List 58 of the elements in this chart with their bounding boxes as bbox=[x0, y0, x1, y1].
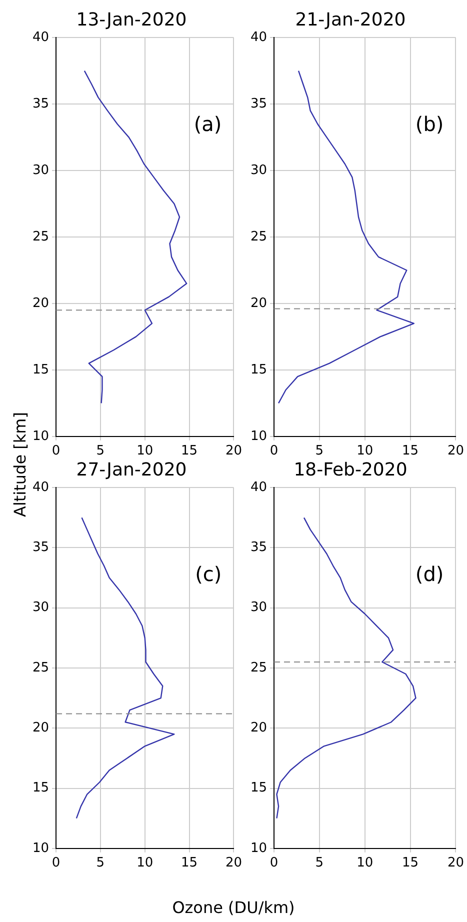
y-tick-label: 30 bbox=[250, 600, 267, 616]
x-tick-label: 20 bbox=[447, 444, 464, 459]
x-tick-label: 0 bbox=[52, 856, 60, 871]
x-tick-label: 0 bbox=[270, 856, 278, 871]
x-tick-label: 15 bbox=[402, 856, 419, 871]
y-tick-label: 10 bbox=[250, 840, 267, 856]
x-tick-label: 10 bbox=[356, 444, 374, 459]
chart-title: 18-Feb-2020 bbox=[294, 459, 408, 480]
x-tick-label: 5 bbox=[96, 856, 105, 871]
x-tick-label: 15 bbox=[181, 856, 198, 871]
x-tick-label: 0 bbox=[270, 444, 278, 459]
annotation: (b) bbox=[415, 112, 444, 136]
chart-title: 21-Jan-2020 bbox=[295, 9, 406, 30]
y-tick-label: 10 bbox=[32, 840, 49, 856]
annotation: (a) bbox=[194, 112, 222, 136]
x-tick-label: 15 bbox=[181, 444, 198, 459]
y-tick-label: 40 bbox=[32, 480, 49, 495]
x-tick-label: 20 bbox=[225, 856, 242, 871]
x-tick-label: 5 bbox=[96, 444, 105, 459]
annotation: (d) bbox=[415, 562, 444, 586]
y-tick-label: 25 bbox=[32, 660, 49, 676]
y-tick-label: 25 bbox=[250, 660, 267, 676]
y-tick-label: 35 bbox=[250, 96, 267, 112]
y-tick-label: 25 bbox=[32, 229, 49, 244]
chart-title: 27-Jan-2020 bbox=[76, 459, 187, 480]
x-tick-label: 10 bbox=[136, 856, 154, 871]
y-tick-label: 15 bbox=[250, 362, 267, 378]
y-tick-label: 40 bbox=[32, 30, 49, 45]
y-tick-label: 10 bbox=[32, 428, 49, 444]
x-tick-label: 20 bbox=[447, 856, 464, 871]
y-tick-label: 35 bbox=[32, 96, 49, 112]
y-tick-label: 20 bbox=[250, 296, 267, 311]
x-tick-label: 5 bbox=[315, 444, 324, 459]
chart-title: 13-Jan-2020 bbox=[76, 9, 187, 30]
y-tick-label: 40 bbox=[250, 480, 267, 495]
y-tick-label: 10 bbox=[250, 428, 267, 444]
x-tick-label: 15 bbox=[402, 444, 419, 459]
y-tick-label: 15 bbox=[250, 780, 267, 796]
y-tick-label: 20 bbox=[32, 720, 49, 736]
y-tick-label: 35 bbox=[32, 540, 49, 556]
y-tick-label: 40 bbox=[250, 30, 267, 45]
x-tick-label: 5 bbox=[315, 856, 324, 871]
y-tick-label: 20 bbox=[32, 296, 49, 311]
x-tick-label: 0 bbox=[52, 444, 60, 459]
y-tick-label: 35 bbox=[250, 540, 267, 556]
annotation: (c) bbox=[195, 562, 222, 586]
y-tick-label: 30 bbox=[32, 162, 49, 178]
x-tick-label: 10 bbox=[356, 856, 374, 871]
x-tick-label: 10 bbox=[136, 444, 154, 459]
y-tick-label: 30 bbox=[32, 600, 49, 616]
y-tick-label: 15 bbox=[32, 780, 49, 796]
x-axis-title: Ozone (DU/km) bbox=[171, 898, 296, 917]
y-tick-label: 20 bbox=[250, 720, 267, 736]
x-tick-label: 20 bbox=[225, 444, 242, 459]
y-tick-label: 30 bbox=[250, 162, 267, 178]
y-tick-label: 15 bbox=[32, 362, 49, 378]
y-tick-label: 25 bbox=[250, 229, 267, 244]
y-axis-title: Altitude [km] bbox=[10, 411, 30, 519]
